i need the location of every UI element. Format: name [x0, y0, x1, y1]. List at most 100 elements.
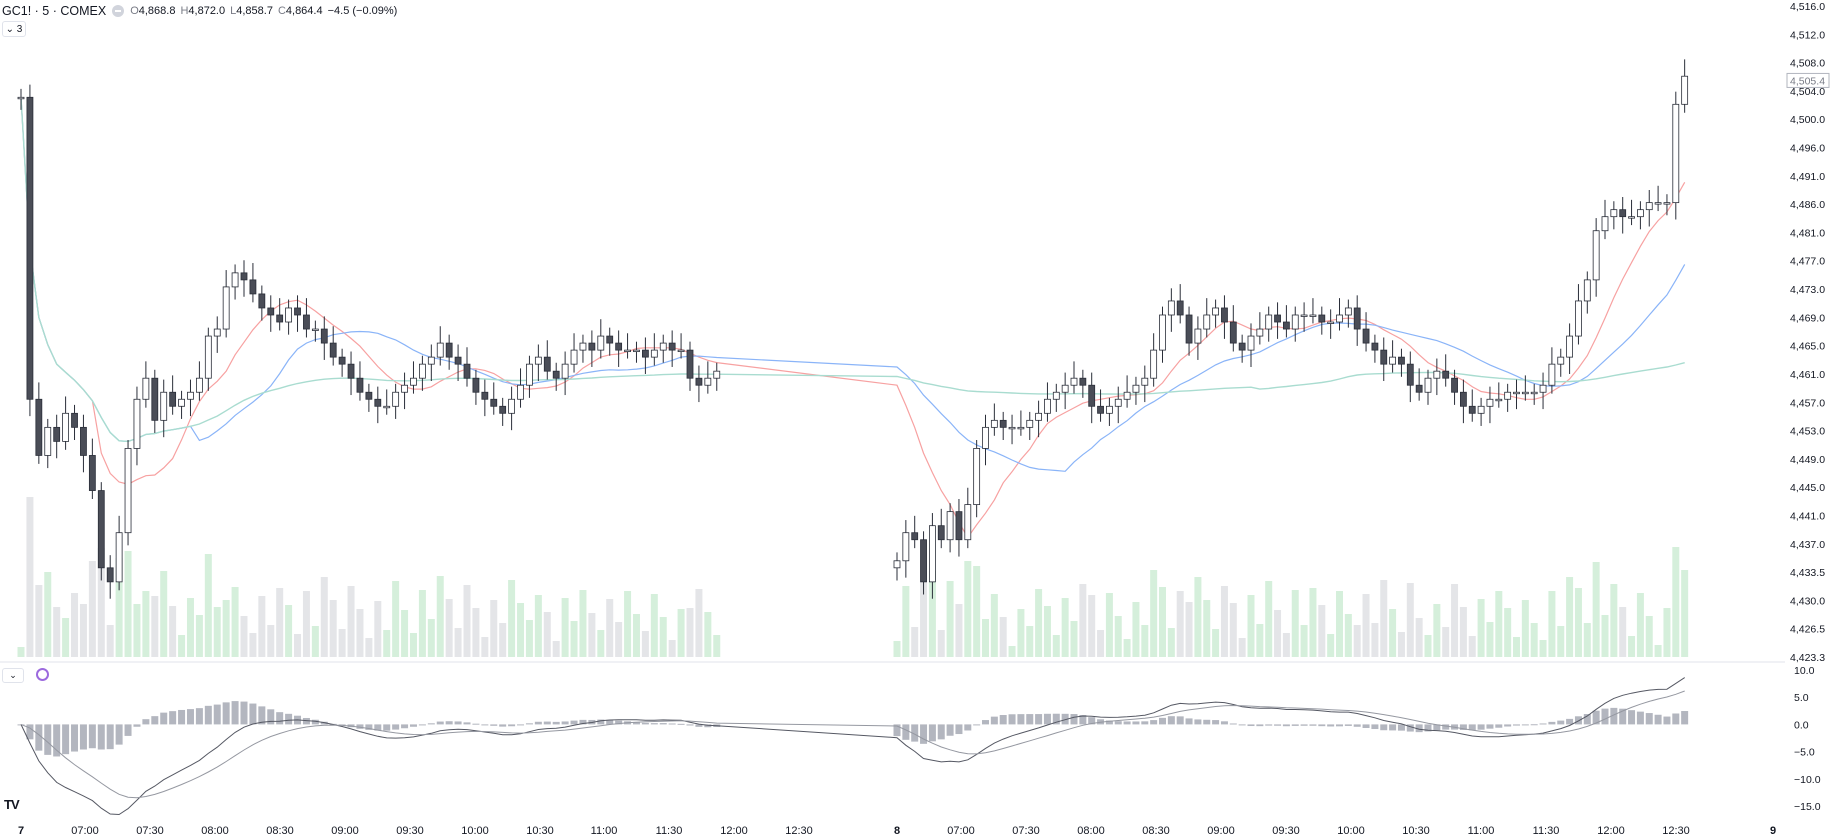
- moving-average-long-line: [20, 97, 1685, 443]
- candle-body: [1256, 328, 1264, 337]
- macd-histogram-bar: [911, 724, 919, 742]
- candle-body: [195, 377, 203, 393]
- symbol-title[interactable]: GC1! · 5 · COMEX: [2, 4, 107, 18]
- candle-body: [178, 398, 185, 407]
- candle-body: [526, 363, 533, 386]
- volume-bar: [1105, 593, 1113, 657]
- price-tick-label: 4,465.0: [1790, 341, 1825, 353]
- macd-histogram-bar: [695, 724, 703, 727]
- macd-histogram-bar: [1282, 724, 1290, 727]
- candle-body: [1238, 342, 1246, 351]
- candle-body: [588, 342, 596, 351]
- macd-histogram-bar: [1309, 724, 1317, 726]
- candle-body: [1035, 412, 1042, 421]
- candle-body: [356, 377, 364, 393]
- macd-histogram-bar: [356, 724, 364, 729]
- time-tick-label: 07:30: [136, 825, 164, 837]
- refresh-icon[interactable]: [36, 668, 49, 681]
- volume-bar: [1123, 639, 1131, 657]
- macd-histogram-bar: [1389, 724, 1397, 731]
- volume-bar: [1300, 625, 1308, 657]
- macd-histogram-bar: [1645, 713, 1653, 725]
- close-label: C: [277, 5, 286, 17]
- candle-body: [920, 539, 927, 583]
- candle-body: [1583, 279, 1591, 302]
- candle-body: [374, 398, 382, 407]
- time-tick-label: 07:30: [1012, 825, 1040, 837]
- volume-bar: [1017, 609, 1025, 657]
- macd-histogram-bar: [982, 720, 989, 725]
- volume-bar: [285, 605, 293, 657]
- volume-bar: [88, 561, 96, 657]
- macd-histogram-bar: [1486, 724, 1494, 729]
- candle-body: [1406, 363, 1414, 386]
- macd-histogram-bar: [1318, 724, 1326, 727]
- candle-body: [1424, 377, 1432, 393]
- volume-bar: [525, 620, 533, 657]
- macd-histogram-bar: [151, 716, 159, 725]
- macd-histogram-bar: [1238, 724, 1246, 726]
- time-tick-label: 10:30: [526, 825, 554, 837]
- volume-bar: [1442, 627, 1450, 657]
- macd-histogram-bar: [1530, 724, 1538, 726]
- volume-bar: [1079, 584, 1087, 657]
- macd-histogram-bar: [1468, 724, 1476, 731]
- candle-body: [1017, 426, 1025, 430]
- volume-bar: [570, 621, 578, 657]
- macd-histogram-bar: [1176, 716, 1184, 725]
- macd-histogram-bar: [534, 721, 542, 725]
- volume-bars: [17, 497, 1689, 657]
- volume-bar: [982, 619, 989, 657]
- macd-histogram-bar: [1442, 724, 1450, 730]
- candle-body: [893, 560, 901, 569]
- macd-pane-toggle-button[interactable]: ⌄: [2, 668, 24, 683]
- candle-body: [1601, 216, 1609, 232]
- volume-bar: [1203, 600, 1211, 657]
- volume-bar: [1645, 616, 1653, 657]
- macd-histogram-bar: [1663, 716, 1671, 725]
- macd-histogram-bar: [240, 701, 248, 725]
- volume-bar: [1088, 595, 1096, 657]
- volume-bar: [561, 598, 569, 657]
- candle-body: [115, 532, 123, 583]
- volume-bar: [1610, 584, 1618, 657]
- candle-body: [71, 412, 78, 428]
- volume-bar: [668, 640, 676, 657]
- macd-histogram-bar: [490, 724, 498, 726]
- price-tick-label: 4,516.0: [1790, 1, 1825, 13]
- macd-histogram-bar: [1043, 713, 1051, 725]
- macd-histogram-bar: [704, 724, 712, 728]
- volume-bar: [650, 594, 658, 657]
- macd-histogram-bar: [1415, 724, 1423, 733]
- volume-bar: [677, 609, 685, 657]
- price-tick-label: 4,457.0: [1790, 397, 1825, 409]
- macd-histogram-bar: [392, 724, 400, 730]
- candle-body: [990, 419, 998, 428]
- volume-bar: [347, 586, 355, 657]
- candle-body: [1681, 75, 1689, 105]
- indicators-toggle-button[interactable]: ⌄ 3: [2, 21, 26, 37]
- macd-histogram-bar: [1557, 720, 1565, 725]
- visibility-icon[interactable]: [112, 5, 125, 17]
- volume-bar: [1566, 577, 1574, 657]
- volume-bar: [401, 610, 409, 657]
- volume-bar: [999, 617, 1007, 657]
- macd-histogram-bar: [401, 724, 409, 729]
- candle-body: [169, 391, 177, 407]
- time-tick-label: 10:00: [1337, 825, 1365, 837]
- candle-body: [1123, 391, 1131, 400]
- macd-histogram-bar: [481, 724, 489, 726]
- candle-body: [347, 363, 355, 379]
- candle-body: [1265, 314, 1273, 330]
- chevron-down-icon: ⌄: [9, 670, 17, 680]
- candle-body: [62, 412, 69, 442]
- macd-histogram-bar: [1194, 719, 1202, 725]
- volume-bar: [1247, 595, 1255, 657]
- volume-bar: [463, 585, 471, 657]
- candle-body: [285, 307, 293, 323]
- volume-bar: [964, 561, 972, 657]
- candle-body: [294, 307, 301, 316]
- volume-bar: [1035, 589, 1043, 657]
- macd-histogram-bar: [1105, 720, 1113, 725]
